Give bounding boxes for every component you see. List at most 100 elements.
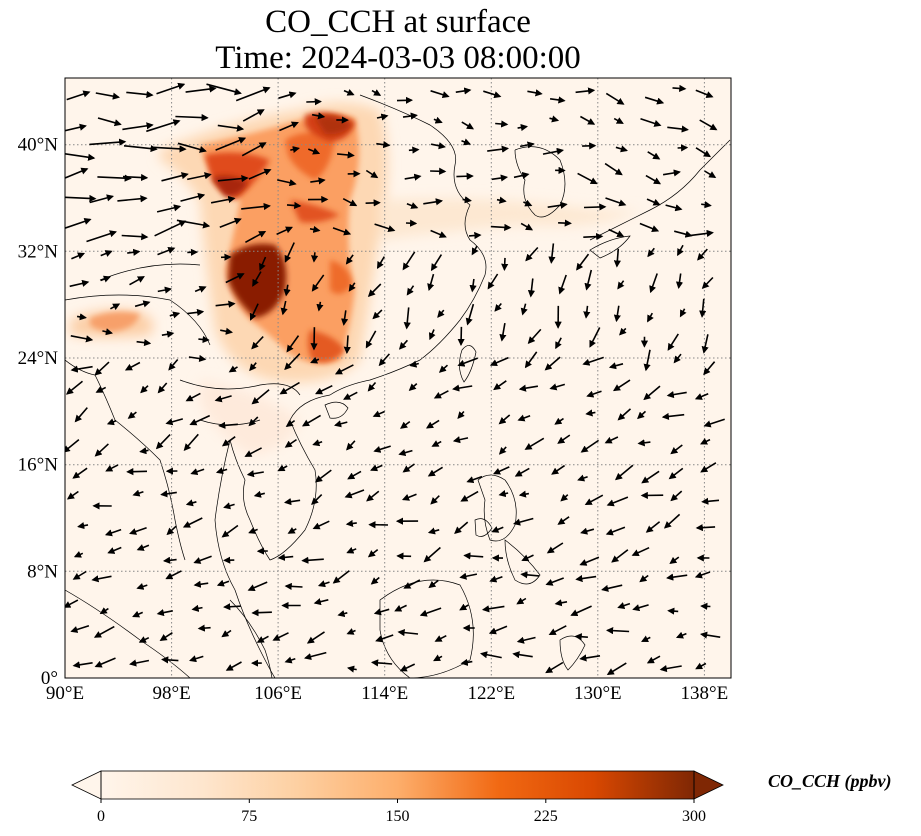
wind-arrow [65, 438, 80, 453]
wind-arrow [403, 579, 421, 589]
wind-arrow [159, 632, 173, 641]
wind-arrow [697, 248, 708, 261]
wind-arrow [94, 443, 109, 457]
wind-arrow [554, 417, 564, 425]
wind-arrow [77, 522, 89, 530]
wind-arrow [284, 242, 295, 263]
wind-arrow [193, 580, 209, 588]
lat-tick-label: 16°N [18, 455, 59, 476]
wind-arrow [70, 365, 93, 373]
wind-arrow [277, 464, 288, 472]
wind-arrow [185, 85, 217, 93]
wind-arrow [637, 410, 647, 420]
wind-arrow [423, 546, 441, 563]
wind-arrow [283, 498, 301, 506]
wind-arrow [242, 109, 265, 122]
wind-arrow [455, 87, 472, 95]
wind-arrow [613, 305, 621, 323]
wind-arrow [555, 337, 562, 350]
wind-arrow [73, 551, 84, 558]
wind-arrow [404, 173, 422, 181]
wind-arrow [557, 434, 571, 444]
wind-arrow [136, 583, 148, 590]
wind-arrow [491, 174, 509, 182]
wind-arrow [419, 607, 442, 617]
wind-arrow [466, 475, 483, 484]
wind-arrow [367, 283, 382, 298]
wind-arrow [334, 364, 354, 375]
wind-arrow [646, 655, 661, 664]
wind-arrow [695, 523, 716, 532]
wind-arrow [604, 162, 623, 176]
colorbar-tick-label: 225 [534, 808, 558, 825]
wind-arrow [187, 172, 212, 181]
map-time-subtitle: Time: 2024-03-03 08:00:00 [215, 40, 581, 76]
wind-arrow [548, 243, 556, 264]
wind-arrow [94, 361, 110, 376]
wind-arrow [672, 84, 687, 92]
wind-arrow [454, 521, 469, 534]
wind-arrow [427, 527, 440, 535]
wind-arrow [669, 556, 680, 565]
wind-arrow [611, 549, 629, 563]
wind-arrow [583, 305, 591, 319]
wind-arrow [93, 625, 115, 638]
wind-arrow [605, 627, 630, 635]
wind-arrow [544, 356, 561, 371]
wind-arrow [71, 252, 86, 260]
wind-arrow [527, 89, 543, 97]
wind-arrow [406, 202, 419, 209]
wind-arrow [124, 361, 141, 371]
concentration-field [70, 102, 640, 455]
wind-arrow [198, 335, 210, 344]
wind-arrow [700, 462, 717, 473]
wind-arrow [608, 228, 625, 238]
wind-arrow [140, 385, 149, 394]
wind-arrow [374, 223, 396, 233]
wind-arrow [284, 582, 303, 591]
wind-arrow [194, 286, 207, 293]
wind-arrow [311, 274, 325, 292]
wind-arrow [219, 217, 242, 228]
wind-arrow [286, 335, 300, 353]
wind-arrow [175, 113, 209, 122]
wind-arrow [580, 115, 596, 125]
wind-arrow [701, 497, 720, 505]
colorbar-max-extend [693, 770, 724, 800]
lon-tick-label: 106°E [254, 683, 302, 704]
lat-tick-label: 0° [41, 668, 58, 689]
wind-arrow [585, 409, 596, 417]
wind-arrow [704, 170, 717, 179]
lon-tick-labels: 90°E 98°E 106°E 114°E 122°E 130°E 138°E [46, 683, 728, 704]
wind-arrow [524, 351, 538, 369]
wind-arrow [471, 245, 479, 256]
wind-arrow [347, 470, 362, 480]
wind-arrow [129, 276, 145, 286]
wind-arrow [312, 439, 323, 447]
wind-arrow [150, 145, 187, 153]
wind-arrow [649, 273, 658, 294]
wind-arrow [579, 654, 601, 662]
wind-arrow [343, 89, 355, 96]
wind-arrow [155, 434, 171, 450]
wind-arrow [97, 117, 122, 127]
wind-arrow [701, 276, 714, 290]
wind-arrow [402, 251, 416, 271]
wind-arrow [185, 499, 197, 507]
wind-arrow [127, 411, 137, 419]
wind-arrow [695, 147, 712, 158]
wind-arrow [673, 353, 682, 364]
wind-arrow [606, 496, 629, 507]
wind-arrow [675, 631, 687, 639]
lon-tick-label: 114°E [361, 683, 408, 704]
wind-arrow [183, 433, 199, 451]
wind-arrow [679, 308, 687, 318]
wind-arrow [400, 420, 411, 429]
wind-arrow [558, 219, 572, 227]
wind-arrow [479, 651, 502, 659]
wind-arrow [668, 467, 684, 480]
wind-arrow [107, 546, 122, 554]
wind-arrow [345, 519, 357, 527]
wind-arrow [337, 151, 355, 159]
wind-arrow [427, 466, 444, 477]
